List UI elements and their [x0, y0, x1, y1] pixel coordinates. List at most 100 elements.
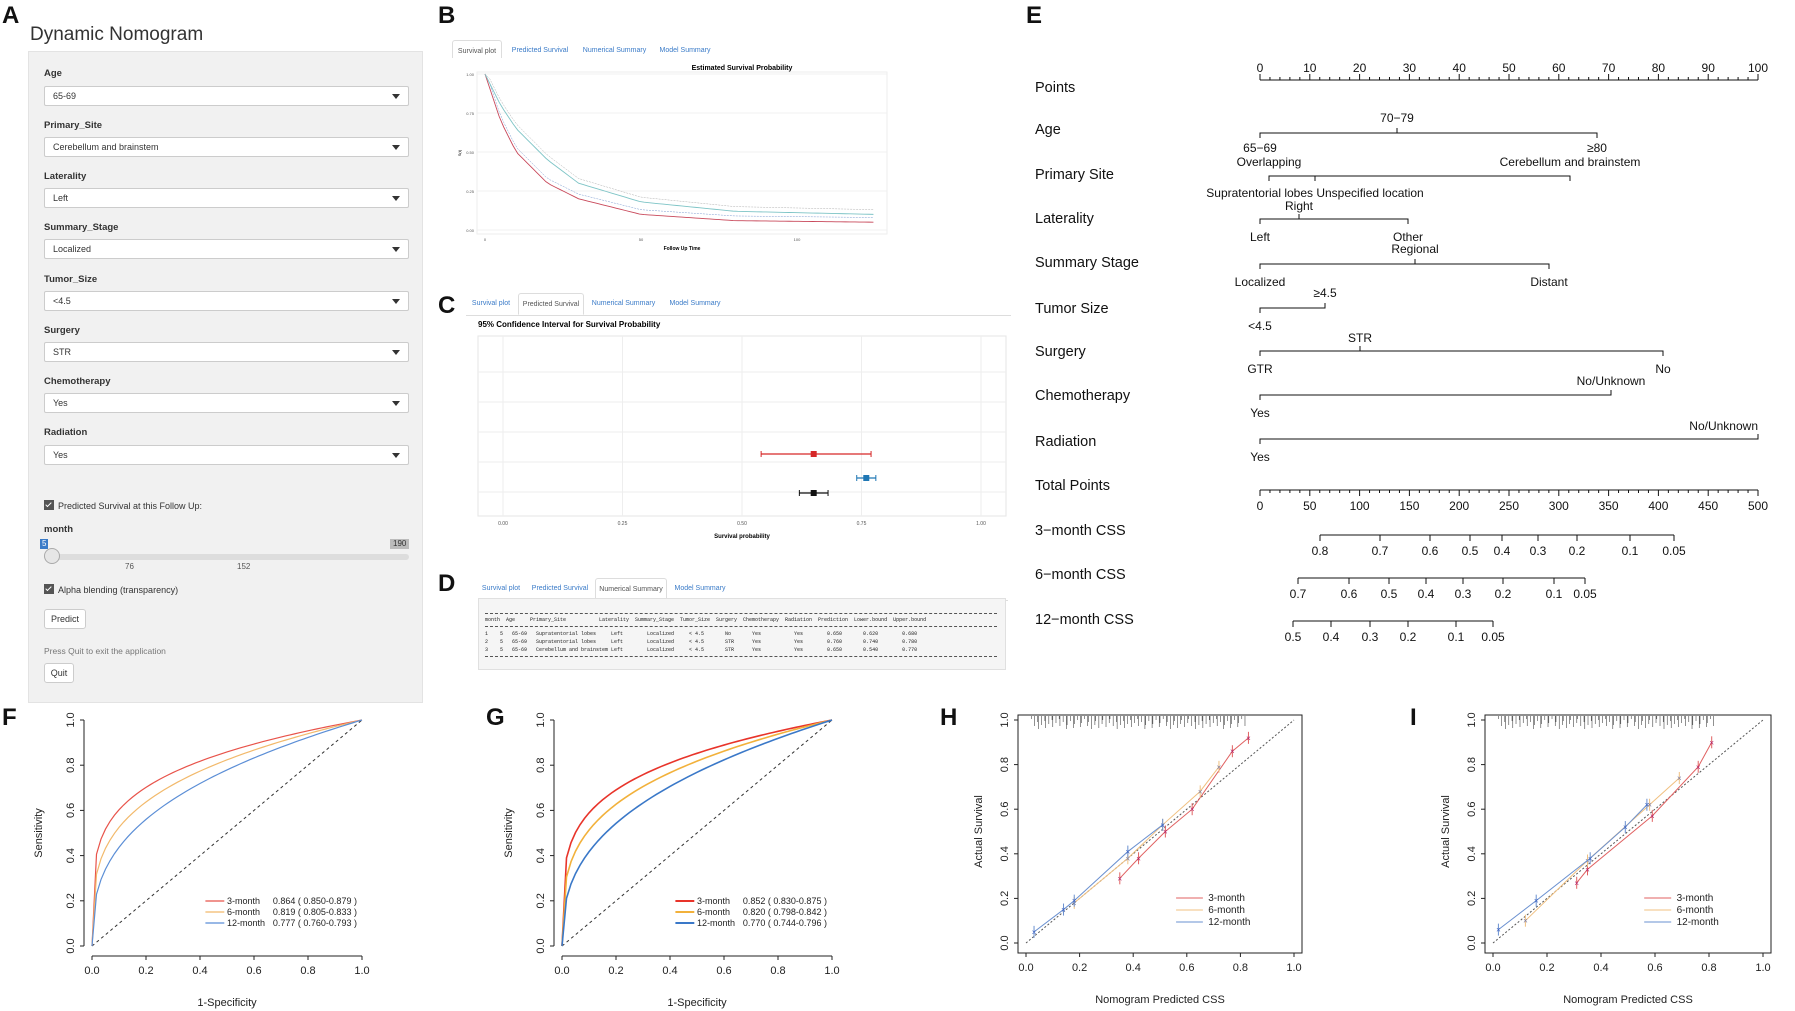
- points-tick-label: 70: [1602, 61, 1616, 75]
- tab-model-summary[interactable]: Model Summary: [674, 585, 726, 592]
- legend-name: 12-month: [1677, 917, 1719, 928]
- calibration-point: ×: [1072, 897, 1077, 906]
- y-tick-label: 0.4: [999, 846, 1011, 861]
- y-tick-label: 0.50: [466, 150, 475, 155]
- primary-site-select[interactable]: Cerebellum and brainstem: [44, 137, 409, 157]
- y-tick-label: 1.0: [999, 712, 1011, 727]
- tumor-size-select[interactable]: <4.5: [44, 291, 409, 311]
- y-tick-label: 0.0: [999, 935, 1011, 950]
- chemotherapy-scale: [1259, 390, 1612, 400]
- css-tick-label: 0.7: [1372, 544, 1389, 558]
- tab-numerical-summary[interactable]: Numerical Summary: [595, 578, 667, 600]
- nomogram-row-label: Radiation: [1035, 434, 1097, 450]
- alpha-blending-checkbox[interactable]: Alpha blending (transparency): [44, 584, 178, 595]
- summary-stage-select[interactable]: Localized: [44, 239, 409, 259]
- numerical-summary-box: month Age Primary_Site Laterality Summar…: [478, 598, 1006, 670]
- tab-model-summary[interactable]: Model Summary: [669, 300, 721, 307]
- chevron-down-icon: [392, 453, 400, 458]
- nomogram-row-label: Points: [1035, 80, 1076, 96]
- laterality-select[interactable]: Left: [44, 188, 409, 208]
- roc-curve: [91, 719, 363, 947]
- chevron-down-icon: [392, 299, 400, 304]
- y-tick-label: 0.25: [466, 189, 475, 194]
- level-label: Regional: [1391, 242, 1438, 256]
- total-tick-label: 400: [1648, 499, 1668, 513]
- input-sidebar: Age 65-69 Primary_Site Cerebellum and br…: [28, 51, 423, 703]
- x-tick-label: 0.0: [1018, 962, 1033, 974]
- css-tick-label: 0.5: [1285, 630, 1302, 644]
- total-tick-label: 150: [1399, 499, 1419, 513]
- calibration-point: ×: [1696, 763, 1701, 772]
- tab-numerical-summary[interactable]: Numerical Summary: [582, 47, 647, 54]
- roc-curve: [561, 719, 833, 947]
- tumor-size-label: Tumor_Size: [44, 274, 98, 285]
- css-axes: 0.8 0.7 0.6 0.5 0.4 0.3 0.2 0.1 0.05 0.7 0.6 0.5 0.4…: [1285, 534, 1686, 644]
- calibration-point: ×: [1230, 747, 1235, 756]
- slider-handle[interactable]: [44, 548, 60, 564]
- y-tick-label: 1.0: [535, 712, 547, 727]
- x-tick-label: 0.6: [1647, 962, 1662, 974]
- y-axis-label: S(t): [457, 149, 462, 156]
- app-title: Dynamic Nomogram: [30, 24, 204, 45]
- y-tick-label: 0.0: [65, 938, 77, 953]
- y-tick-label: 0.8: [999, 757, 1011, 772]
- x-tick-label: 0.0: [554, 965, 569, 977]
- tab-survival-plot[interactable]: Survival plot: [481, 585, 521, 592]
- points-tick-label: 80: [1652, 61, 1666, 75]
- chevron-down-icon: [392, 145, 400, 150]
- x-tick-label: 0.50: [737, 521, 747, 527]
- panel-letter-b: B: [438, 2, 456, 29]
- calibration-chart-i: 0.0 0.0 0.2 0.2 0.4 0.4 0.6 0.6 0.8 0.8 1.0 1.0 Nomo…: [1440, 712, 1772, 1006]
- tab-predicted-survival[interactable]: Predicted Survival: [511, 47, 569, 54]
- level-label: <4.5: [1248, 319, 1272, 333]
- nomogram-row-label: 3−month CSS: [1035, 523, 1126, 539]
- x-tick-label: 0.4: [192, 965, 207, 977]
- tab-predicted-survival[interactable]: Predicted Survival: [518, 293, 584, 315]
- slider-track[interactable]: [44, 554, 409, 560]
- ideal-line: [1492, 719, 1764, 944]
- divider: [485, 613, 997, 614]
- y-axis-label: Sensitivity: [503, 808, 515, 858]
- point-estimate: [863, 475, 870, 481]
- calibration-line: [1033, 824, 1163, 933]
- legend-name: 6-month: [1208, 905, 1245, 916]
- y-tick-label: 0.4: [65, 848, 77, 863]
- calibration-point: ×: [1190, 805, 1195, 814]
- legend-name: 12-month: [697, 918, 735, 928]
- age-select[interactable]: 65-69: [44, 86, 409, 106]
- radiation-select[interactable]: Yes: [44, 445, 409, 465]
- x-tick-label: 0.00: [498, 521, 508, 527]
- x-tick-label: 0.2: [138, 965, 153, 977]
- quit-button[interactable]: Quit: [44, 663, 74, 683]
- checkbox-checked-icon: [44, 584, 54, 594]
- chemotherapy-select[interactable]: Yes: [44, 393, 409, 413]
- calibration-point: ×: [1523, 917, 1528, 926]
- points-axis: 0 10 20 30 40 50 60 70 80 90 100: [1257, 61, 1768, 81]
- calibration-line: [1525, 777, 1680, 922]
- y-tick-label: 0.2: [65, 893, 77, 908]
- tab-predicted-survival[interactable]: Predicted Survival: [531, 585, 589, 592]
- x-tick-label: 0.6: [1179, 962, 1194, 974]
- tab-numerical-summary[interactable]: Numerical Summary: [591, 300, 656, 307]
- chevron-down-icon: [392, 350, 400, 355]
- points-tick-label: 60: [1552, 61, 1566, 75]
- points-tick-label: 20: [1353, 61, 1367, 75]
- survival-plot-chart: Estimated Survival Probability 1.00 0.75 0…: [452, 58, 1017, 274]
- predict-button[interactable]: Predict: [44, 609, 86, 629]
- summary-header: month Age Primary_Site Laterality Summar…: [485, 617, 927, 623]
- x-tick-label: 0.2: [1072, 962, 1087, 974]
- calibration-point: ×: [1198, 787, 1203, 796]
- level-label: ≥80: [1587, 141, 1607, 155]
- tab-survival-plot[interactable]: Survival plot: [471, 300, 511, 307]
- surgery-select[interactable]: STR: [44, 342, 409, 362]
- y-tick-label: 1.00: [466, 72, 475, 77]
- level-label: Right: [1285, 199, 1314, 213]
- tab-model-summary[interactable]: Model Summary: [659, 47, 711, 54]
- predicted-survival-checkbox[interactable]: Predicted Survival at this Follow Up:: [44, 500, 202, 511]
- css-tick-label: 0.6: [1422, 544, 1439, 558]
- summary-row: 2 5 65-69 Supratentorial lobes Left Loca…: [485, 639, 918, 645]
- point-estimate: [810, 451, 817, 457]
- y-tick-label: 0.2: [999, 891, 1011, 906]
- css-tick-label: 0.3: [1530, 544, 1547, 558]
- panel-letter-g: G: [486, 704, 505, 731]
